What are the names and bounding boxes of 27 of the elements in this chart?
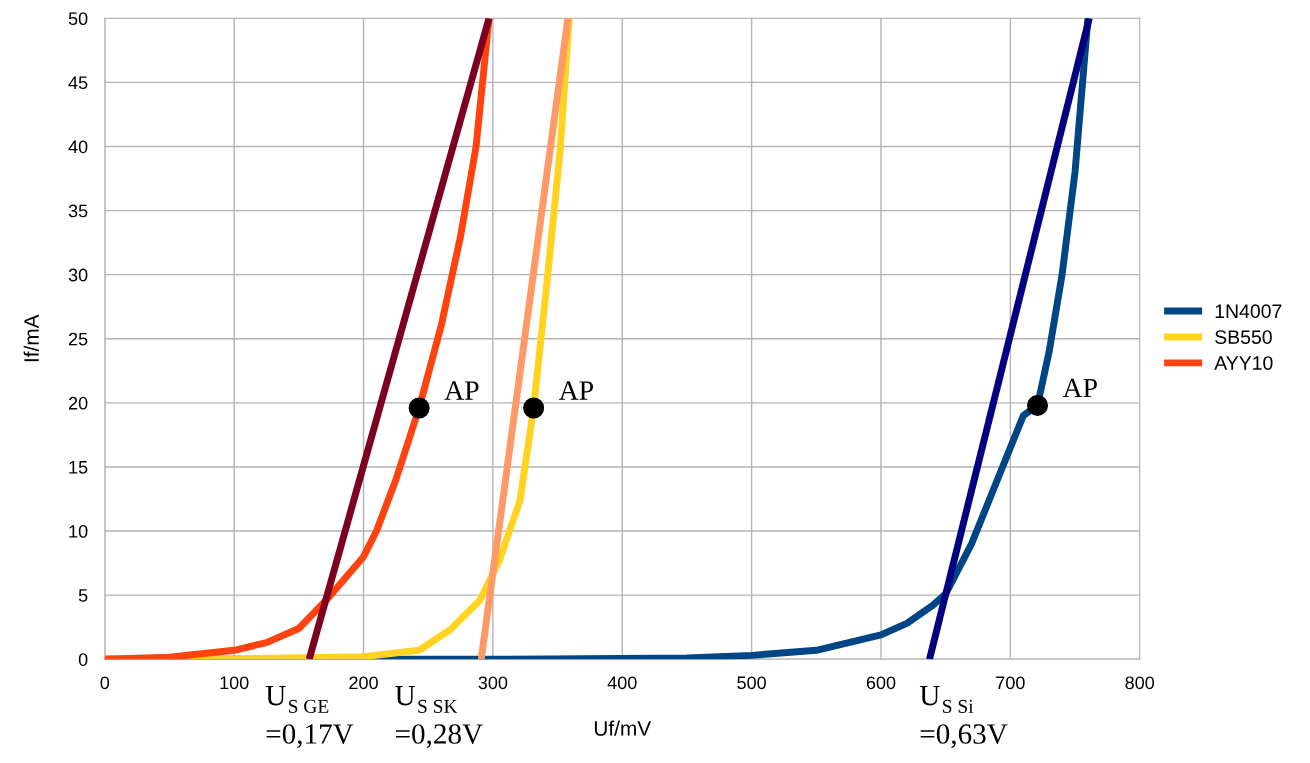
x-tick-label: 300: [478, 676, 508, 690]
x-tick-label: 800: [1125, 676, 1155, 690]
x-tick-label: 400: [607, 676, 637, 690]
y-axis-title: If/mA: [23, 314, 39, 362]
x-tick-label: 0: [100, 676, 110, 690]
x-tick-label: 100: [220, 676, 249, 690]
y-tick-label: 50: [68, 12, 88, 26]
annotation: AP: [1062, 378, 1097, 398]
legend-label: SB550: [1215, 330, 1272, 344]
x-tick-label: 500: [737, 676, 766, 690]
legend-label: 1N4007: [1215, 304, 1282, 319]
x-axis-title: Uf/mV: [594, 720, 652, 736]
y-tick-label: 0: [78, 653, 88, 666]
y-tick-label: 35: [68, 204, 88, 218]
y-tick-label: 5: [78, 589, 88, 602]
y-tick-label: 45: [68, 76, 88, 90]
y-tick-label: 10: [69, 524, 88, 538]
legend-label: AYY10: [1214, 356, 1273, 370]
y-tick-label: 40: [68, 140, 88, 154]
y-tick-label: 30: [68, 268, 88, 282]
annotation: AP: [444, 381, 479, 400]
y-tick-label: 25: [68, 332, 88, 346]
y-tick-label: 15: [69, 461, 88, 474]
x-tick-label: 600: [866, 676, 896, 690]
annotation: AP: [558, 381, 594, 400]
x-tick-label: 200: [349, 676, 378, 690]
y-tick-label: 20: [68, 396, 88, 410]
